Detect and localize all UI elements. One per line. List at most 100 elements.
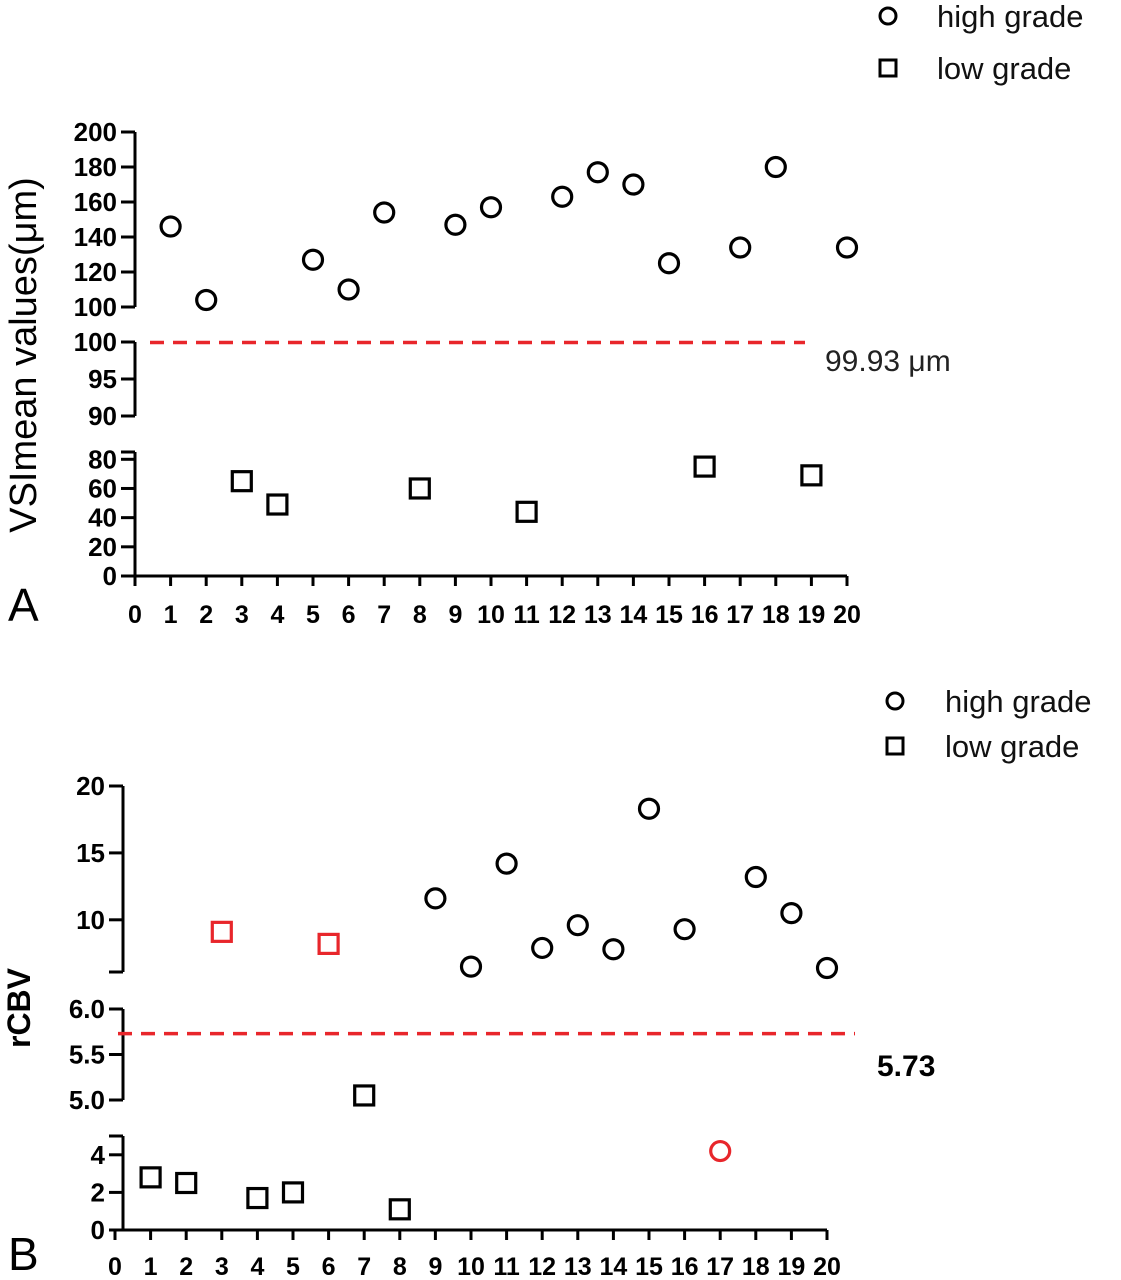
x-tick-label: 15 [655, 601, 683, 629]
y-tick-label: 40 [88, 503, 117, 533]
legend-label: low grade [937, 51, 1071, 86]
y-tick-label: 5.0 [69, 1085, 105, 1115]
x-tick-label: 0 [108, 1253, 122, 1280]
y-tick-label: 15 [76, 838, 105, 868]
x-tick-label: 10 [477, 601, 505, 629]
x-tick-label: 17 [706, 1253, 734, 1280]
data-point-square [281, 1181, 305, 1204]
x-tick-label: 5 [306, 601, 320, 629]
data-point-circle [729, 236, 752, 259]
y-tick-label: 100 [74, 327, 117, 357]
x-tick-label: 5 [286, 1253, 300, 1280]
legend-label: high grade [937, 0, 1084, 34]
data-point-circle [159, 215, 182, 238]
x-tick-label: 11 [493, 1253, 520, 1280]
data-point-square [515, 500, 538, 523]
data-point-circle [479, 196, 503, 219]
y-tick-label: 95 [88, 364, 117, 394]
y-tick-label: 10 [76, 905, 105, 935]
data-point-circle [764, 155, 787, 179]
x-tick-label: 18 [742, 1253, 770, 1280]
series-high-grade [424, 797, 839, 1163]
data-point-circle [744, 865, 767, 889]
x-tick-label: 2 [199, 601, 213, 629]
data-point-square [175, 1171, 198, 1195]
y-tick-label: 180 [74, 152, 117, 182]
data-point-circle [622, 173, 645, 196]
threshold-label: 5.73 [877, 1050, 935, 1083]
x-tick-label: 20 [833, 601, 861, 629]
x-tick-label: 19 [777, 1253, 805, 1280]
x-tick-label: 8 [413, 601, 427, 629]
series-high-grade [159, 155, 859, 312]
data-point-square [266, 493, 289, 516]
x-tick-label: 10 [457, 1253, 485, 1280]
data-point-square [246, 1186, 269, 1210]
y-tick-label: 5.5 [69, 1040, 105, 1070]
data-point-circle [551, 185, 574, 208]
x-tick-label: 11 [513, 601, 540, 629]
data-point-circle [195, 288, 218, 312]
y-tick-label: 160 [74, 187, 117, 217]
legend-circle-icon [885, 691, 905, 711]
y-tick-label: 100 [74, 292, 117, 322]
x-tick-label: 0 [128, 601, 142, 629]
x-tick-label: 18 [762, 601, 790, 629]
x-tick-label: 14 [599, 1253, 627, 1280]
x-tick-label: 7 [357, 1253, 371, 1280]
data-point-square [693, 455, 716, 478]
y-tick-label: 2 [91, 1177, 105, 1207]
data-point-circle [444, 213, 467, 236]
y-tick-label: 90 [88, 401, 117, 431]
data-point-circle [815, 956, 839, 980]
x-tick-label: 7 [377, 601, 391, 629]
x-tick-label: 14 [619, 601, 647, 629]
x-tick-label: 2 [179, 1253, 193, 1280]
x-tick-label: 4 [250, 1253, 264, 1280]
data-point-square [353, 1084, 376, 1107]
x-tick-label: 17 [726, 601, 754, 629]
data-point-circle [709, 1139, 732, 1163]
data-point-circle [337, 278, 360, 301]
legend: high grade low grade [885, 684, 1092, 764]
x-tick-label: 9 [428, 1253, 442, 1280]
x-tick-label: 16 [671, 1253, 699, 1280]
series-low-grade [139, 920, 411, 1221]
data-point-circle [424, 887, 447, 910]
panel-label: A [8, 579, 39, 631]
y-axis-label: VSImean values(μm) [3, 177, 45, 533]
y-tick-label: 4 [91, 1140, 106, 1170]
x-tick-label: 12 [548, 601, 576, 629]
x-tick-label: 3 [215, 1253, 229, 1280]
data-point-circle [459, 955, 483, 978]
data-point-square [388, 1198, 411, 1221]
data-point-circle [602, 938, 625, 961]
x-tick-label: 9 [448, 601, 462, 629]
x-tick-label: 13 [564, 1253, 592, 1280]
data-point-circle [495, 852, 518, 875]
legend-label: high grade [945, 684, 1092, 719]
y-tick-label: 80 [88, 444, 117, 474]
series-low-grade [230, 455, 823, 523]
data-point-circle [566, 914, 589, 937]
x-tick-label: 15 [635, 1253, 663, 1280]
y-tick-label: 140 [74, 222, 117, 252]
data-point-square [800, 464, 823, 487]
data-point-circle [301, 248, 325, 271]
legend-square-icon [878, 58, 898, 78]
panel-label: B [8, 1228, 39, 1280]
x-tick-label: 13 [584, 601, 612, 629]
data-point-circle [835, 236, 859, 259]
y-tick-label: 200 [74, 117, 117, 147]
y-tick-label: 6.0 [69, 994, 105, 1024]
data-point-circle [657, 252, 681, 275]
data-point-circle [531, 936, 554, 960]
y-tick-label: 20 [88, 532, 117, 562]
x-tick-label: 4 [270, 601, 284, 629]
x-tick-label: 16 [691, 601, 719, 629]
x-tick-label: 6 [342, 601, 356, 629]
data-point-square [210, 920, 233, 943]
